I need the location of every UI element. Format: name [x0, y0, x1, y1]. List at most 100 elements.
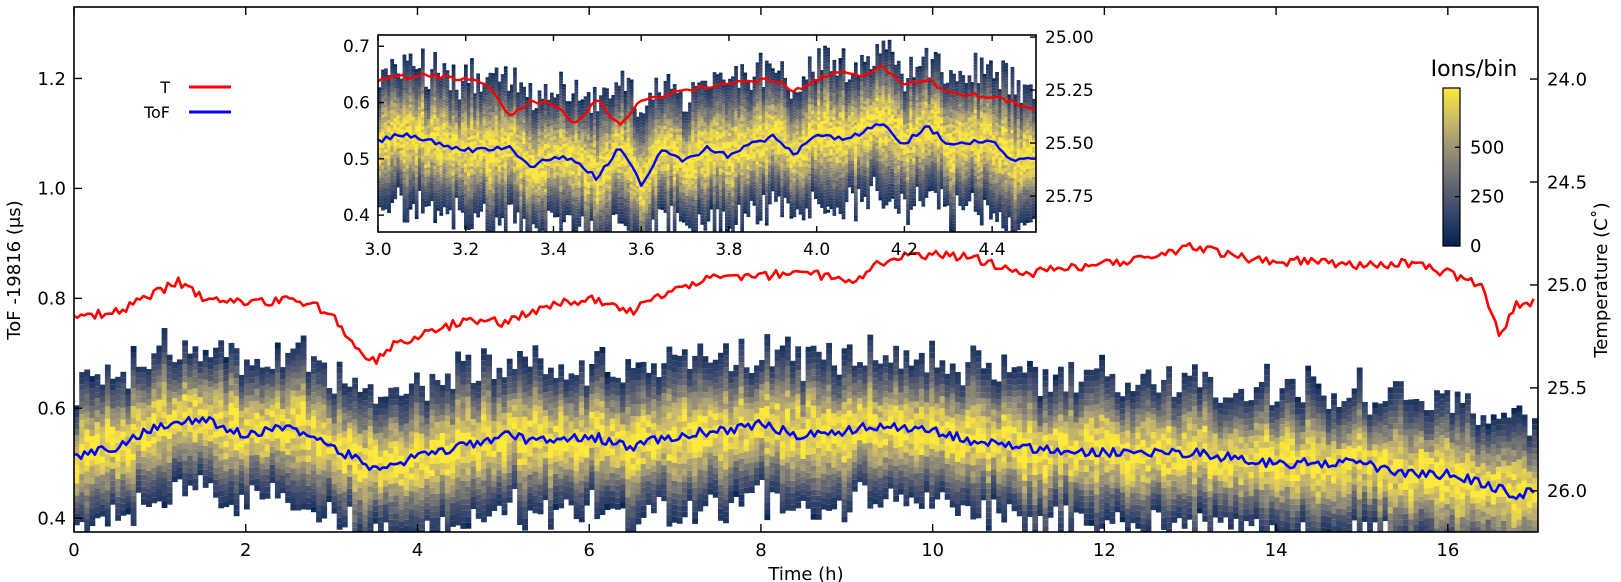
heatmap-cell: [548, 373, 554, 380]
heatmap-cell: [104, 484, 111, 491]
heatmap-cell: [94, 386, 101, 393]
heatmap-cell: [836, 476, 843, 483]
heatmap-cell: [1119, 516, 1126, 523]
heatmap-cell: [274, 432, 281, 439]
heatmap-cell: [609, 466, 616, 473]
heatmap-cell: [790, 390, 796, 397]
heatmap-cell: [1016, 450, 1023, 457]
heatmap-cell: [944, 415, 951, 422]
heatmap-cell: [388, 483, 395, 490]
heatmap-cell: [1099, 450, 1105, 457]
heatmap-cell: [94, 464, 101, 471]
heatmap-cell: [336, 361, 343, 368]
heatmap-cell: [584, 487, 590, 494]
heatmap-cell: [723, 469, 729, 476]
heatmap-cell: [197, 421, 204, 428]
heatmap-cell: [465, 462, 472, 469]
heatmap-cell: [882, 487, 889, 494]
heatmap-cell: [779, 465, 786, 472]
heatmap-cell: [249, 449, 255, 456]
heatmap-cell: [553, 413, 559, 420]
heatmap-cell: [681, 451, 688, 458]
heatmap-cell: [213, 389, 219, 396]
heatmap-cell: [985, 398, 992, 405]
heatmap-cell: [156, 465, 163, 472]
heatmap-cell: [985, 386, 992, 393]
heatmap-cell: [975, 452, 982, 459]
heatmap-cell: [1006, 384, 1013, 391]
heatmap-cell: [743, 445, 750, 452]
heatmap-cell: [542, 416, 549, 423]
heatmap-cell: [687, 368, 693, 375]
heatmap-cell: [548, 463, 554, 470]
heatmap-cell: [223, 405, 230, 412]
heatmap-cell: [836, 422, 843, 429]
heatmap-cell: [1109, 487, 1116, 494]
heatmap-cell: [645, 384, 652, 391]
heatmap-cell: [398, 473, 405, 480]
heatmap-cell: [228, 432, 235, 439]
heatmap-cell: [893, 459, 899, 466]
heatmap-cell: [517, 495, 523, 501]
heatmap-cell: [470, 455, 477, 461]
heatmap-cell: [640, 499, 647, 506]
heatmap-cell: [378, 528, 384, 532]
heatmap-cell: [929, 424, 935, 431]
heatmap-cell: [599, 359, 606, 365]
heatmap-cell: [681, 403, 688, 410]
heatmap-cell: [99, 390, 106, 397]
heatmap-cell: [599, 419, 606, 425]
heatmap-cell: [1047, 475, 1054, 482]
heatmap-cell: [74, 495, 80, 502]
heatmap-cell: [661, 489, 668, 496]
heatmap-cell: [702, 410, 709, 417]
heatmap-cell: [228, 414, 235, 421]
heatmap-cell: [166, 474, 173, 481]
heatmap-cell: [434, 500, 441, 506]
heatmap-cell: [1047, 391, 1054, 398]
heatmap-cell: [130, 472, 137, 478]
heatmap-cell: [836, 494, 843, 501]
heatmap-cell: [604, 504, 611, 510]
heatmap-cell: [779, 381, 786, 388]
heatmap-cell: [578, 396, 585, 403]
heatmap-cell: [104, 478, 111, 485]
heatmap-cell: [455, 471, 461, 478]
heatmap-cell: [388, 477, 395, 484]
heatmap-cell: [908, 413, 915, 420]
heatmap-cell: [300, 401, 307, 408]
heatmap-cell: [743, 403, 750, 410]
heatmap-cell: [563, 493, 570, 500]
heatmap-cell: [475, 452, 482, 459]
heatmap-cell: [821, 401, 827, 408]
heatmap-cell: [79, 516, 85, 523]
heatmap-cell: [424, 454, 431, 461]
heatmap-cell: [604, 474, 611, 480]
heatmap-cell: [594, 411, 601, 418]
heatmap-cell: [130, 370, 137, 376]
heatmap-cell: [1063, 457, 1069, 464]
heatmap-cell: [1032, 366, 1039, 373]
heatmap-cell: [79, 408, 85, 415]
heatmap-cell: [805, 478, 812, 485]
heatmap-cell: [84, 519, 91, 526]
heatmap-cell: [702, 440, 709, 447]
heatmap-cell: [573, 489, 580, 496]
heatmap-cell: [414, 510, 420, 517]
heatmap-cell: [187, 389, 194, 396]
heatmap-cell: [1047, 499, 1054, 506]
heatmap-cell: [388, 519, 395, 526]
heatmap-cell: [785, 342, 791, 349]
heatmap-cell: [79, 510, 85, 517]
heatmap-cell: [135, 468, 142, 475]
heatmap-cell: [743, 391, 750, 398]
heatmap-cell: [841, 468, 848, 475]
heatmap-cell: [1042, 501, 1049, 508]
heatmap-cell: [84, 538, 90, 544]
heatmap-cell: [1027, 504, 1033, 511]
heatmap-cell: [795, 430, 802, 437]
heatmap-cell: [815, 357, 822, 364]
heatmap-cell: [259, 403, 266, 410]
heatmap-cell: [393, 513, 400, 520]
heatmap-cell: [429, 463, 436, 470]
